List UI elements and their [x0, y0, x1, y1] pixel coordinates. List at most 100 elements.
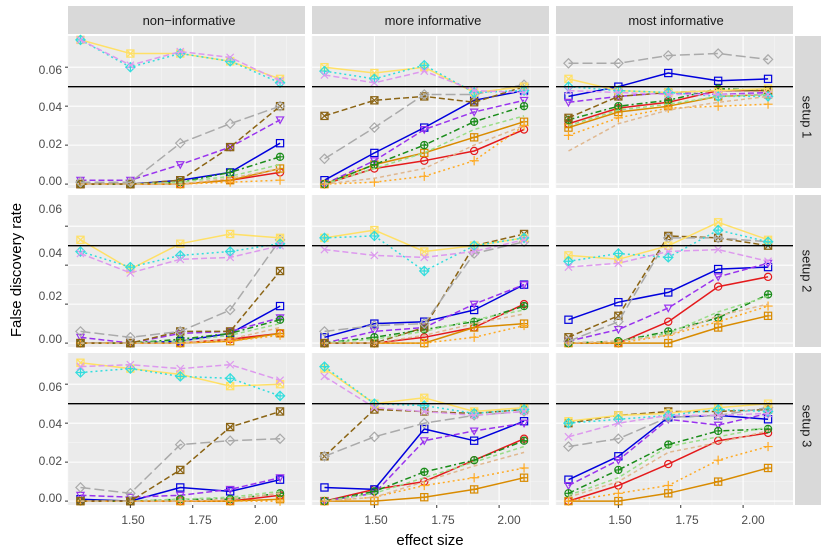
panel-setup-1-more-informative-series-11-point-5 [520, 88, 529, 97]
panel-setup-2-non-informative-series-9-point-1-cross [76, 235, 85, 244]
panel-setup-2-non-informative-series-6-point-5 [275, 330, 285, 340]
panel-setup-1-most-informative-series-2-line [568, 72, 769, 98]
panel-setup-3-most-informative-series-11-point-1 [564, 432, 573, 441]
panel-setup-3-non-informative-series-7-point-5-cross [276, 407, 285, 416]
panel-setup-1-most-informative-series-10-point-3-plus [663, 87, 673, 98]
panel-setup-1-most-informative-series-2-point-5 [763, 74, 773, 84]
panel-setup-2-more-informative-series-9-point-3-cross [420, 247, 429, 256]
panel-setup-1-more-informative-series-11-point-1 [320, 70, 329, 79]
panel-setup-2-more-informative-series-4-point-4 [469, 300, 479, 309]
panel-setup-2-non-informative-series-7-point-5-cross [276, 266, 285, 276]
panel-setup-3-most-informative-background [556, 353, 793, 505]
panel-setup-2-most-informative-series-6-point-2 [613, 338, 623, 348]
panel-setup-3-most-informative-series-8-point-1 [563, 441, 574, 452]
panel-setup-1-more-informative-series-10-point-5-plus [519, 85, 529, 96]
panel-setup-1-more-informative-series-7-point-2-cross [370, 96, 379, 105]
panel-setup-3-more-informative-series-11-point-3 [420, 407, 429, 416]
panel-setup-2-more-informative-series-8-point-1 [319, 325, 330, 337]
panel-setup-1-more-informative-series-7-point-1-cross [320, 111, 329, 120]
panel-setup-2-non-informative-series-9-point-4-cross [226, 229, 235, 238]
panel-setup-3-more-informative-series-4-line [324, 422, 525, 502]
panel-setup-3-most-informative-series-10-point-4 [712, 404, 724, 415]
panel-setup-1-most-informative-series-13-line [568, 95, 769, 152]
panel-setup-3-more-informative-series-4-point-4 [469, 427, 479, 436]
panel-setup-3-non-informative-series-8-point-1 [75, 482, 86, 493]
panel-setup-3-non-informative-series-10-point-5 [274, 390, 286, 402]
panel-setup-3-most-informative-series-6-point-5 [763, 441, 773, 452]
panel-setup-2-most-informative-series-3-point-5-plus [764, 312, 772, 320]
panel-setup-2-most-informative-series-1-point-4 [713, 282, 723, 291]
panel-setup-2-most-informative-series-6-point-5 [763, 301, 773, 311]
panel-setup-1-non-informative-series-7-point-2 [126, 179, 135, 189]
panel-setup-1-more-informative-series-6-point-3 [419, 171, 429, 181]
panel-setup-3-more-informative-series-6-point-5 [519, 463, 529, 473]
panel-setup-2-more-informative-series-6-point-3 [419, 338, 429, 348]
y-tick-label-setup-2-0.04: 0.04 [39, 246, 63, 260]
x-tick-label-col-2-1.50: 1.50 [364, 513, 388, 527]
panel-setup-1-more-informative-series-10-point-4-plus [469, 87, 479, 98]
panel-setup-1-non-informative-series-8-point-1 [75, 176, 86, 188]
panel-setup-2-non-informative-series-10-point-2 [124, 261, 136, 273]
panel-setup-2-most-informative-series-10-point-4 [712, 224, 724, 236]
x-tick-label-col-3-1.75: 1.75 [675, 513, 699, 527]
panel-setup-1-more-informative-series-1-point-4 [469, 146, 479, 156]
panel-setup-3-non-informative-series-11-point-5 [276, 376, 285, 385]
panel-setup-2-most-informative-series-1-point-5 [763, 272, 773, 282]
panel-setup-2-non-informative-series-8-point-2 [124, 331, 136, 343]
panel-setup-1-non-informative-series-11-point-5 [276, 76, 285, 85]
x-axis-title: effect size [396, 532, 463, 549]
panel-setup-2-most-informative-series-2-point-4 [713, 264, 723, 274]
panel-setup-1-most-informative-series-8-point-4 [712, 48, 724, 59]
panel-setup-1-most-informative [555, 36, 793, 188]
panel-setup-3-most-informative-series-6-point-3 [663, 480, 673, 491]
panel-setup-3-non-informative-series-8-point-4 [224, 435, 236, 447]
panel-setup-1-more-informative-series-2-line [324, 89, 525, 181]
panel-setup-3-non-informative-series-10-point-4-plus [225, 373, 235, 383]
panel-setup-1-most-informative-series-8-line [568, 52, 769, 65]
panel-setup-1-more-informative-series-4-point-3 [419, 126, 429, 135]
column-header-more-informative: more informative [385, 13, 482, 28]
panel-setup-1-non-informative-series-7-point-4-cross [226, 143, 235, 152]
panel-setup-3-most-informative-series-3-point-2-plus [614, 497, 622, 505]
panel-setup-2-more-informative-series-7-point-1-cross [320, 339, 329, 348]
panel-setup-1-more-informative-series-3-point-3-plus [420, 149, 428, 157]
panel-setup-3-non-informative-series-9-point-4-cross [226, 382, 235, 391]
panel-setup-2-more-informative-series-8-line [324, 241, 525, 333]
panel-setup-1-most-informative-series-5-point-2-plus [614, 102, 622, 110]
panel-setup-2-more-informative-series-10-point-1 [319, 232, 330, 244]
panel-setup-1-most-informative-series-6-point-4 [713, 101, 723, 111]
panel-setup-3-most-informative-series-3-point-5-plus [764, 464, 772, 472]
panel-setup-3-more-informative-series-5-point-3-plus [420, 468, 428, 476]
panel-setup-1-more-informative-series-6-point-5 [519, 121, 529, 131]
panel-setup-3-non-informative [65, 353, 305, 508]
panel-setup-2-non-informative-series-7-point-1-cross [76, 339, 85, 348]
panel-setup-1-most-informative-series-6-line [568, 103, 769, 137]
y-tick-label-setup-1-0.04: 0.04 [39, 100, 63, 114]
panel-setup-1-most-informative-series-8-point-3 [662, 50, 674, 61]
panel-setup-2-most-informative-series-11-point-4 [714, 245, 723, 254]
x-tick-label-col-2-1.75: 1.75 [431, 513, 455, 527]
panel-setup-3-most-informative-series-10-point-1 [563, 417, 574, 429]
panel-setup-3-more-informative-series-11-point-4 [470, 411, 479, 420]
panel-setup-3-most-informative-series-4-point-1 [563, 482, 574, 491]
panel-setup-1-non-informative-series-11-line [80, 39, 281, 82]
panel-setup-2-most-informative-series-3-point-3-plus [664, 339, 672, 347]
panel-setup-2-more-informative-series-10-point-3-plus [419, 266, 429, 276]
panel-setup-2-more-informative-series-10-point-4 [468, 240, 480, 252]
panel-setup-1-most-informative-series-4-point-1 [563, 98, 574, 108]
panel-setup-3-most-informative-series-6-point-2 [613, 488, 623, 498]
panel-setup-2-more-informative-series-11-point-4 [470, 247, 479, 256]
panel-setup-3-more-informative-series-10-point-5-plus [519, 404, 529, 415]
panel-setup-1-more-informative-series-7-point-2 [370, 96, 379, 105]
panel-setup-2-most-informative-series-4-point-1 [563, 337, 574, 346]
x-tick-label-col-2-2.00: 2.00 [497, 513, 521, 527]
panel-setup-2-non-informative-series-7-point-5 [275, 266, 285, 276]
panel-setup-2-non-informative-series-5-point-5-plus [276, 316, 284, 324]
row-strip-setup-1 [795, 36, 821, 188]
panel-setup-2-non-informative-series-11-point-3 [176, 255, 185, 264]
panel-setup-3-more-informative-series-7-point-1 [320, 452, 329, 461]
panel-setup-1-more-informative-series-11-point-2 [370, 78, 379, 87]
panel-setup-2-most-informative-series-10-point-5-plus [763, 237, 773, 247]
panel-setup-1-non-informative-series-11-point-1 [76, 35, 85, 44]
panel-setup-3-most-informative-series-3-point-4-plus [714, 478, 722, 486]
